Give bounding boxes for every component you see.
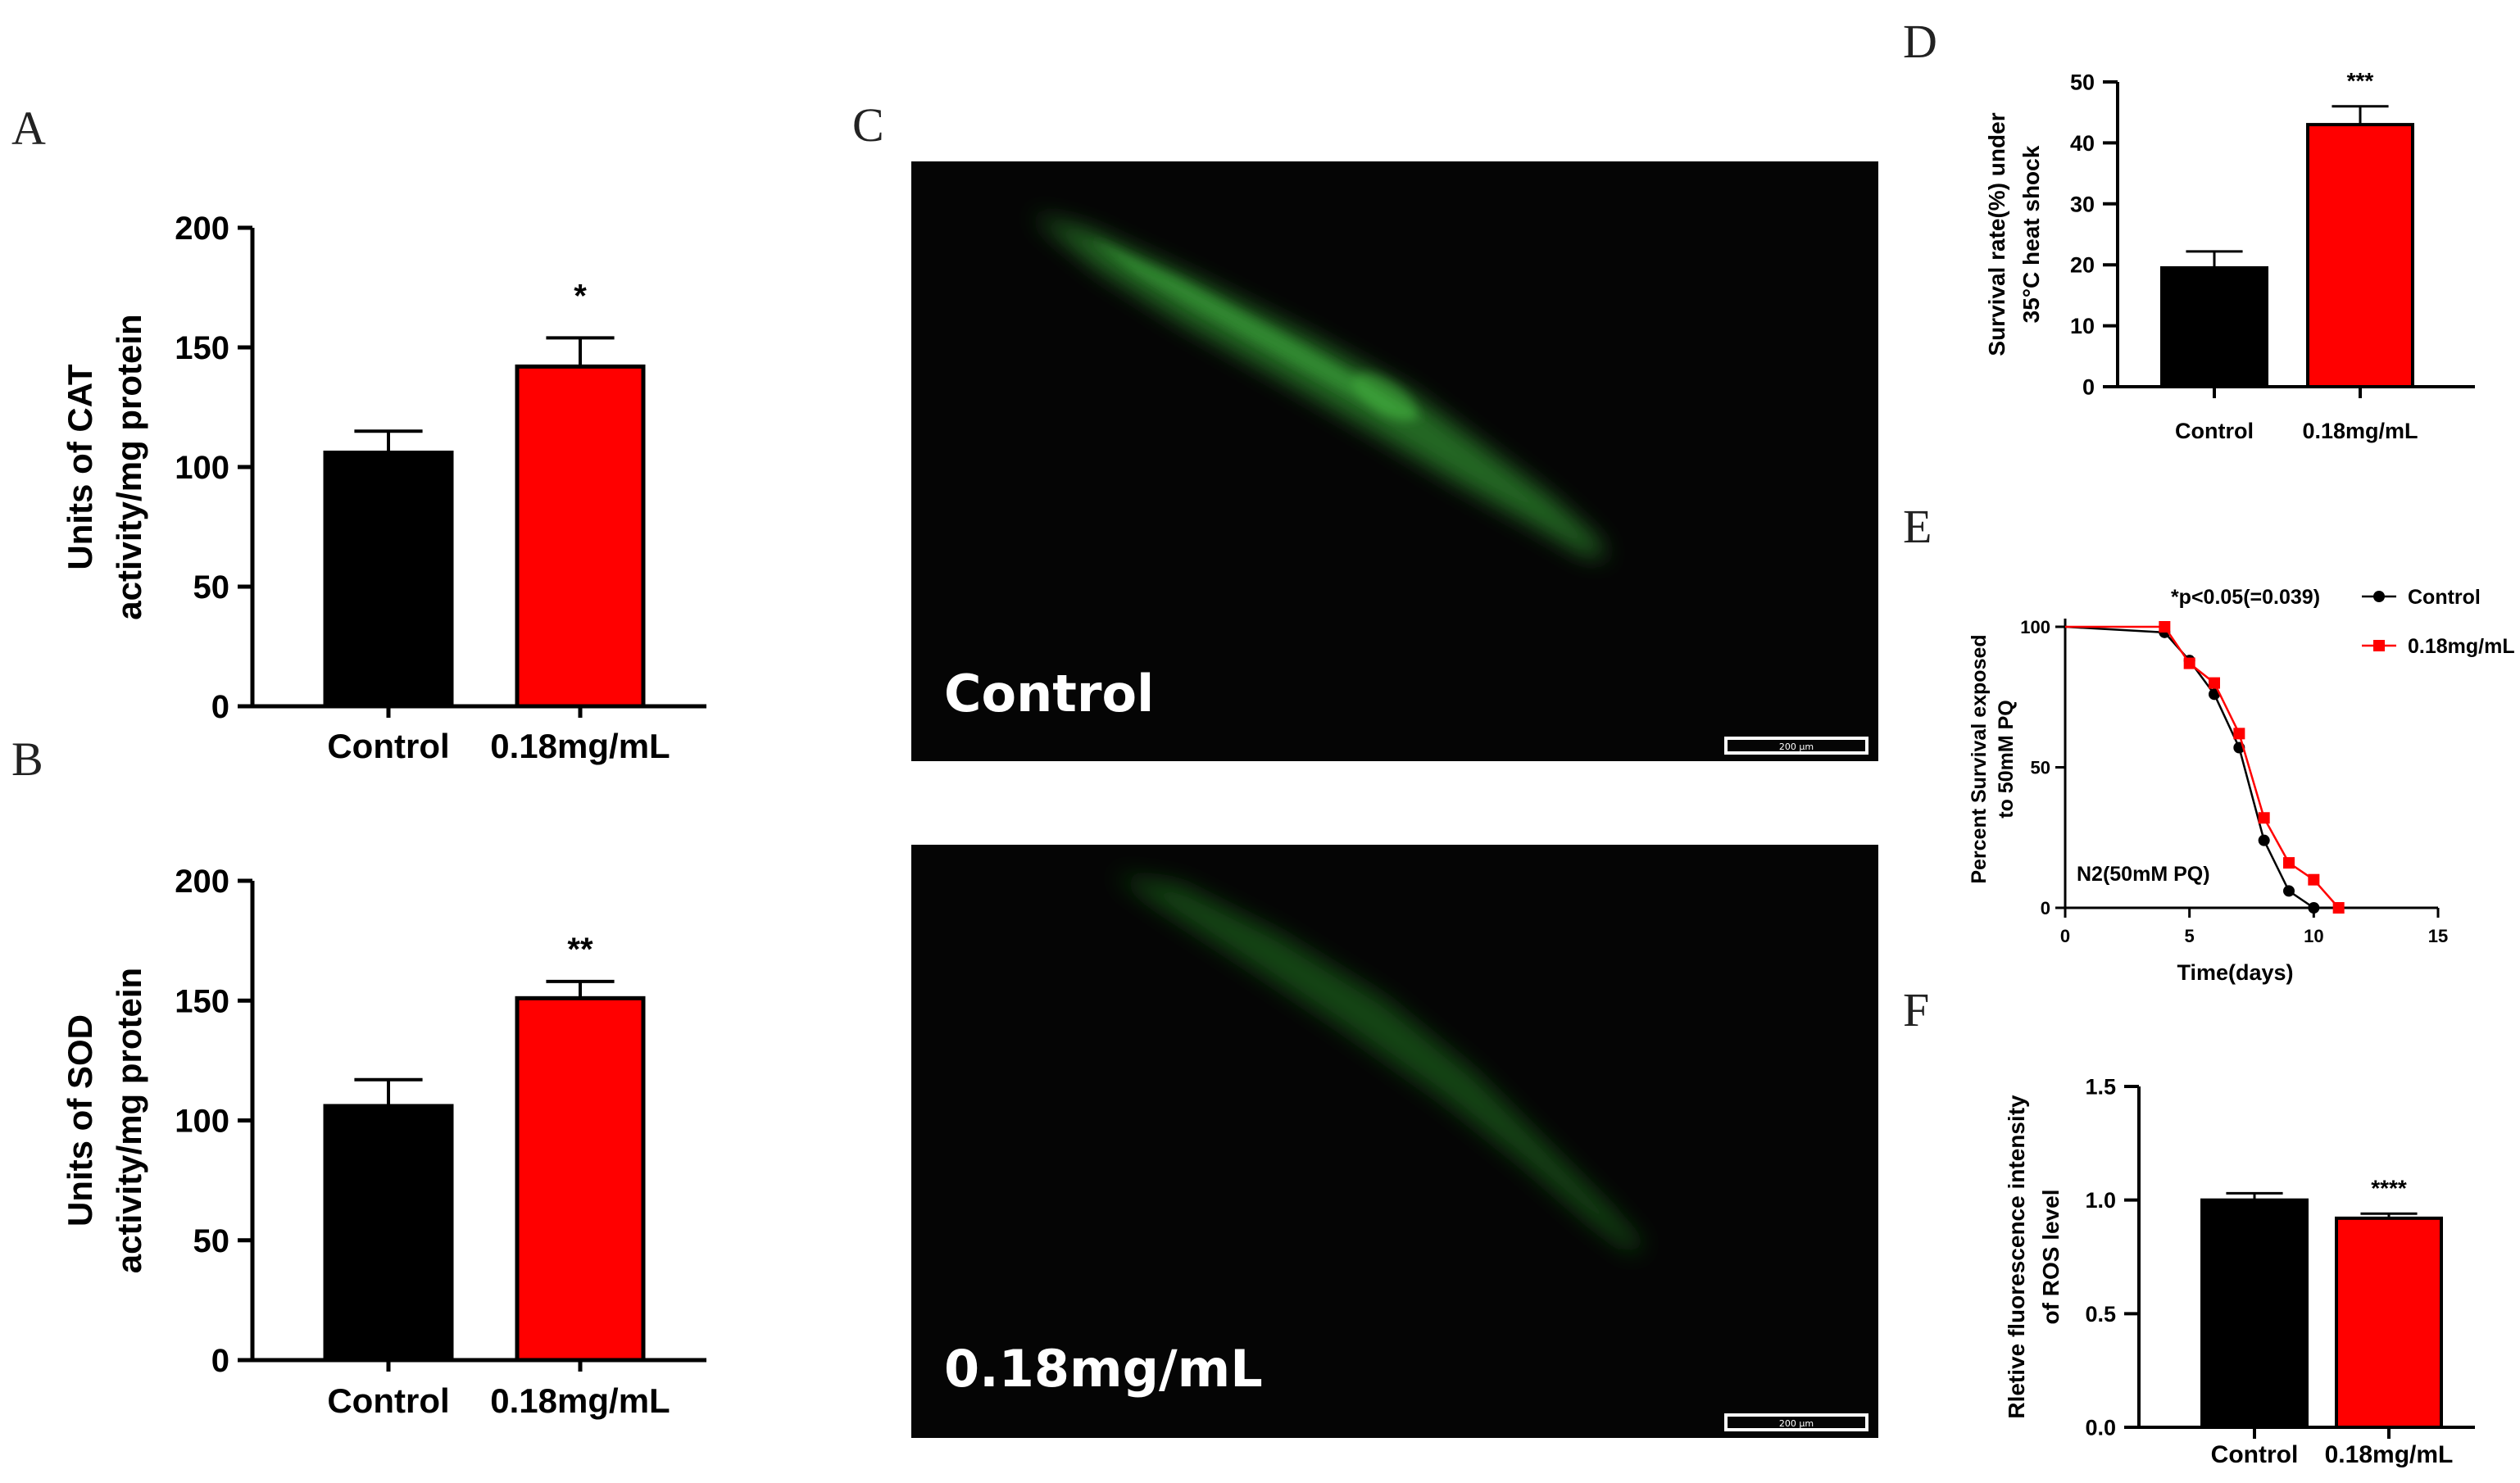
chart-e-point-control-6 — [2283, 885, 2295, 897]
worm-fluorescence-control — [1033, 215, 1608, 557]
chart-e-inner-label: N2(50mM PQ) — [2077, 863, 2210, 886]
chart-b-y-label-line-0: Units of SOD — [61, 1014, 99, 1227]
chart-b-sod-activity: Control 0.18mg/mL ** 0 50 100 150 200 Units of S… — [61, 864, 706, 1420]
chart-f-y-label-line-0: Rletive fluorescence intensity — [2004, 1095, 2029, 1419]
chart-d-bar-1 — [2306, 123, 2414, 389]
chart-b-bar-1 — [515, 995, 646, 1363]
chart-a-significance: * — [574, 278, 587, 314]
chart-d-y-label-line-1: 35°C heat shock — [2018, 145, 2044, 323]
chart-e-legend-marker-control — [2373, 591, 2385, 602]
micrograph-label-treated: 0.18mg/mL — [944, 1339, 1263, 1399]
chart-e-legend-marker-treated — [2373, 640, 2385, 651]
chart-d-significance: *** — [2347, 68, 2374, 93]
panel-letter-a: A — [11, 102, 46, 155]
chart-b-y-tick-label-3: 150 — [175, 983, 229, 1019]
chart-a-y-label-line-1: activity/mg protein — [110, 314, 148, 619]
chart-b-y-tick-label-1: 50 — [193, 1223, 230, 1259]
chart-a-y-tick-label-0: 0 — [211, 689, 229, 725]
chart-e-point-treated-5 — [2258, 812, 2270, 824]
chart-e-paraquat-survival: 0 5 10 15 0 50 100 Control 0.18mg/mL *p<0.05(=0.0… — [1968, 586, 2515, 985]
micrograph-treated: 0.18mg/mL 200 μm — [911, 845, 1878, 1438]
chart-d-category-label-1: 0.18mg/mL — [2302, 419, 2418, 443]
chart-e-x-tick-label-1: 5 — [2185, 926, 2195, 946]
chart-d-heat-shock-survival: Control 0.18mg/mL *** 0 10 20 30 40 50 Survival r… — [1984, 68, 2475, 443]
chart-e-x-tick-label-2: 10 — [2304, 926, 2323, 946]
chart-e-y-label-line-1: to 50mM PQ — [1995, 700, 2018, 818]
panel-letter-e: E — [1903, 500, 1932, 553]
chart-a-cat-activity: Control 0.18mg/mL * 0 50 100 150 200 Units of CA… — [61, 211, 706, 765]
chart-b-y-tick-label-4: 200 — [175, 864, 229, 900]
chart-a-y-tick-label-2: 100 — [175, 450, 229, 486]
chart-a-y-tick-label-4: 200 — [175, 211, 229, 247]
chart-d-category-label-0: Control — [2175, 419, 2254, 443]
chart-d-y-tick-label-5: 50 — [2070, 70, 2095, 94]
chart-d-y-tick-label-0: 0 — [2082, 374, 2095, 399]
chart-e-legend-label-treated: 0.18mg/mL — [2408, 635, 2515, 658]
chart-e-legend-label-control: Control — [2408, 586, 2481, 609]
chart-b-y-tick-label-0: 0 — [211, 1343, 229, 1379]
chart-a-bar-1 — [515, 364, 646, 709]
chart-e-x-label: Time(days) — [2177, 960, 2293, 985]
chart-e-point-control-3 — [2209, 688, 2220, 701]
chart-e-point-control-5 — [2258, 834, 2270, 846]
chart-f-y-label-line-1: of ROS level — [2038, 1190, 2064, 1325]
chart-a-y-tick-label-1: 50 — [193, 569, 230, 605]
chart-b-y-label-line-1: activity/mg protein — [110, 968, 148, 1273]
chart-e-point-treated-7 — [2308, 873, 2320, 886]
chart-e-annotation: *p<0.05(=0.039) — [2171, 586, 2320, 609]
chart-e-y-tick-label-2: 100 — [2020, 617, 2050, 637]
chart-b-category-label-1: 0.18mg/mL — [490, 1381, 670, 1420]
panel-letter-b: B — [11, 732, 43, 786]
chart-e-y-label-line-0: Percent Survival exposed — [1968, 634, 1991, 883]
chart-e-point-control-7 — [2308, 902, 2320, 914]
chart-e-point-treated-4 — [2233, 728, 2245, 740]
chart-f-significance: **** — [2371, 1175, 2407, 1200]
chart-e-y-tick-label-1: 50 — [2031, 758, 2050, 778]
chart-f-bar-1 — [2335, 1216, 2443, 1430]
panel-letter-d: D — [1903, 15, 1937, 68]
panel-letter-f: F — [1903, 983, 1929, 1036]
chart-f-bar-0 — [2200, 1198, 2309, 1429]
chart-f-ros-fluorescence: Control 0.18mg/mL **** 0.0 0.5 1.0 1.5 Rletive … — [2004, 1074, 2475, 1468]
chart-e-point-treated-1 — [2159, 621, 2171, 633]
chart-f-category-label-1: 0.18mg/mL — [2325, 1441, 2454, 1468]
chart-e-y-tick-label-0: 0 — [2041, 898, 2050, 918]
chart-a-bar-0 — [323, 450, 454, 709]
chart-d-y-tick-label-3: 30 — [2070, 192, 2095, 216]
chart-a-y-tick-label-3: 150 — [175, 330, 229, 366]
scale-bar-text-treated: 200 μm — [1779, 1418, 1814, 1429]
chart-e-point-treated-8 — [2332, 902, 2345, 914]
chart-b-category-label-0: Control — [327, 1381, 449, 1420]
chart-d-y-tick-label-2: 20 — [2070, 253, 2095, 278]
chart-f-y-tick-label-0: 0.0 — [2085, 1415, 2116, 1440]
worm-fluorescence-treated — [1115, 875, 1643, 1252]
micrograph-control-background — [911, 161, 1878, 761]
micrograph-control: Control 200 μm — [911, 161, 1878, 761]
chart-f-y-tick-label-3: 1.5 — [2085, 1074, 2116, 1099]
chart-b-y-tick-label-2: 100 — [175, 1104, 229, 1140]
chart-e-x-tick-label-0: 0 — [2060, 926, 2070, 946]
chart-d-y-tick-label-1: 10 — [2070, 314, 2095, 338]
chart-b-bar-0 — [323, 1104, 454, 1363]
chart-e-point-treated-6 — [2283, 857, 2295, 869]
chart-e-point-treated-3 — [2209, 677, 2220, 689]
chart-e-point-treated-2 — [2183, 657, 2195, 669]
chart-a-y-label-line-0: Units of CAT — [61, 364, 99, 570]
scale-bar-text-control: 200 μm — [1779, 742, 1814, 752]
chart-d-bar-0 — [2160, 265, 2268, 389]
chart-f-y-tick-label-1: 0.5 — [2085, 1302, 2116, 1327]
chart-b-significance: ** — [567, 932, 593, 968]
micrograph-treated-background — [911, 845, 1878, 1438]
chart-d-y-label-line-0: Survival rate(%) under — [1984, 112, 2009, 356]
micrograph-label-control: Control — [944, 664, 1154, 723]
chart-e-series-line-control — [2064, 625, 2315, 909]
chart-f-category-label-0: Control — [2211, 1441, 2299, 1468]
panel-letter-c: C — [852, 98, 884, 152]
chart-a-category-label-0: Control — [327, 727, 449, 765]
chart-f-y-tick-label-2: 1.0 — [2085, 1188, 2116, 1213]
chart-a-category-label-1: 0.18mg/mL — [490, 727, 670, 765]
chart-e-x-tick-label-3: 15 — [2428, 926, 2448, 946]
chart-d-y-tick-label-4: 40 — [2070, 131, 2095, 156]
